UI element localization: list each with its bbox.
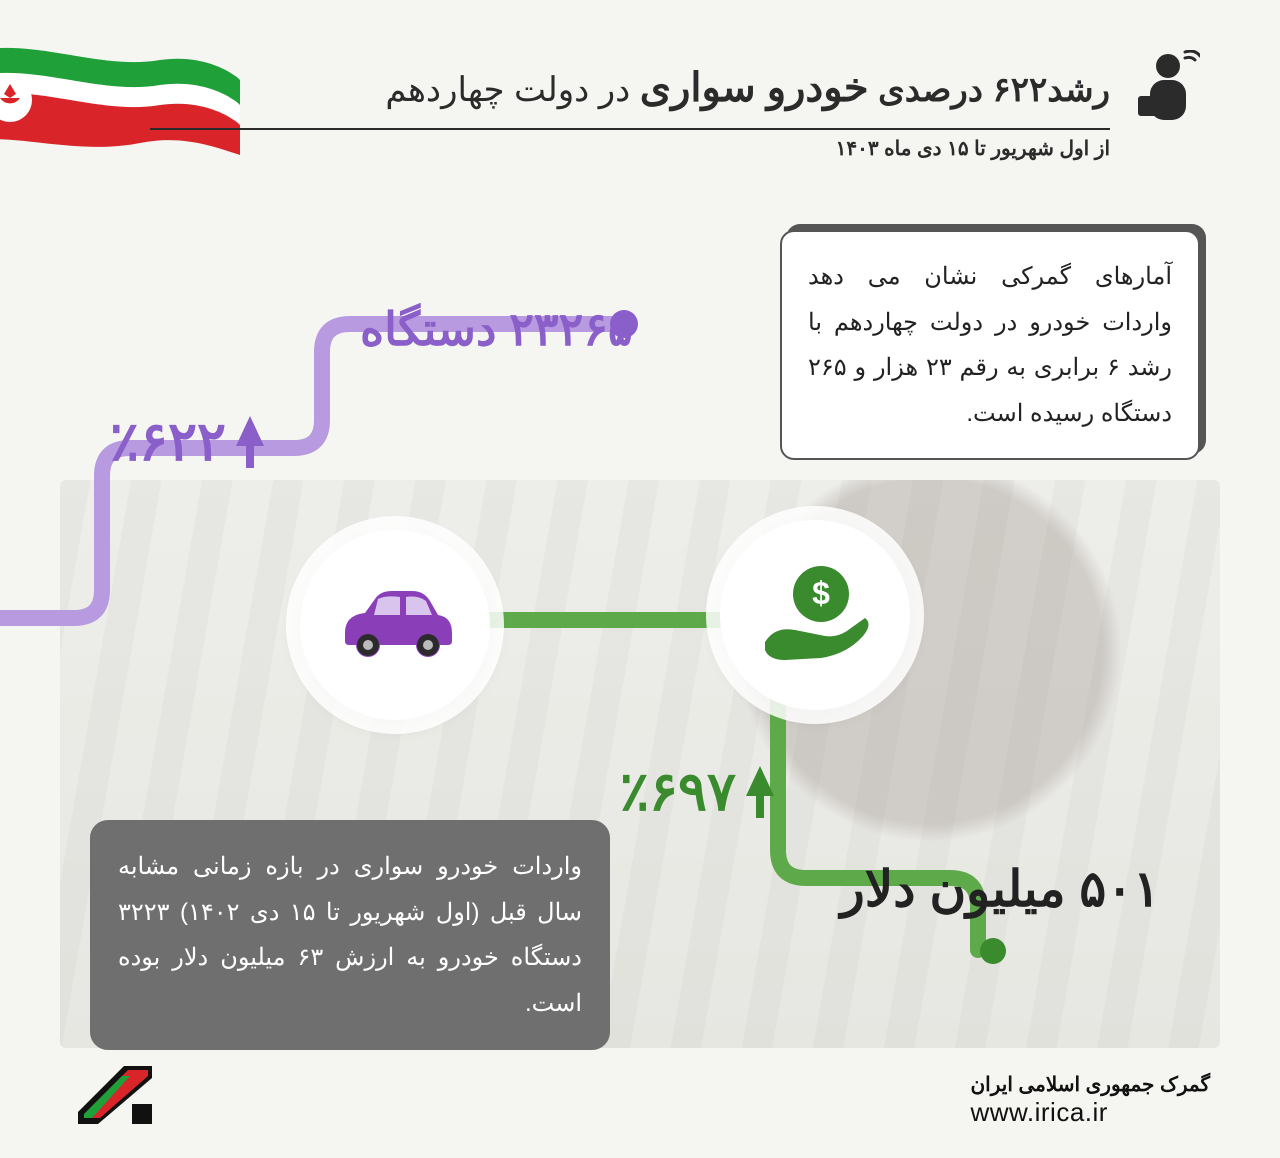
title-prefix: رشد۶۲۲ درصدی xyxy=(878,71,1110,109)
growth-purple-value: ٪۶۲۲ xyxy=(110,410,226,473)
dollar-value-stat: ۵۰۱ میلیون دلار xyxy=(841,860,1160,918)
org-name: گمرک جمهوری اسلامی ایران xyxy=(970,1072,1210,1097)
summary-text: آمارهای گمرکی نشان می دهد واردات خودرو د… xyxy=(808,263,1172,427)
comparison-text: واردات خودرو سواری در بازه زمانی مشابه س… xyxy=(118,853,582,1017)
footer: گمرک جمهوری اسلامی ایران www.irica.ir xyxy=(70,1058,1210,1128)
summary-box: آمارهای گمرکی نشان می دهد واردات خودرو د… xyxy=(780,230,1200,460)
green-path-dot xyxy=(980,938,1006,964)
footer-text: گمرک جمهوری اسلامی ایران www.irica.ir xyxy=(970,1072,1210,1128)
reporter-icon xyxy=(1130,50,1200,130)
infographic-canvas: رشد۶۲۲ درصدی خودرو سواری در دولت چهاردهم… xyxy=(0,0,1280,1158)
subtitle: از اول شهریور تا ۱۵ دی ماه ۱۴۰۳ xyxy=(150,136,1110,161)
page-title: رشد۶۲۲ درصدی خودرو سواری در دولت چهاردهم xyxy=(150,60,1110,116)
header: رشد۶۲۲ درصدی خودرو سواری در دولت چهاردهم… xyxy=(150,60,1200,161)
arrow-up-icon xyxy=(236,416,264,468)
growth-purple-stat: ٪۶۲۲ xyxy=(110,410,264,473)
title-bold: خودرو سواری xyxy=(640,66,869,110)
svg-text:$: $ xyxy=(812,575,830,611)
irica-logo-icon xyxy=(70,1058,160,1128)
growth-green-value: ٪۶۹۷ xyxy=(620,760,736,823)
units-stat: ۲۳۲۶۵ دستگاه xyxy=(360,302,633,356)
subtitle-bar: از اول شهریور تا ۱۵ دی ماه ۱۴۰۳ xyxy=(150,128,1110,161)
arrow-up-icon xyxy=(746,766,774,818)
money-hand-icon: $ xyxy=(755,560,875,670)
title-suffix: در دولت چهاردهم xyxy=(385,71,630,109)
comparison-box: واردات خودرو سواری در بازه زمانی مشابه س… xyxy=(90,820,610,1050)
car-icon xyxy=(330,585,460,665)
money-circle: $ xyxy=(720,520,910,710)
growth-green-stat: ٪۶۹۷ xyxy=(620,760,774,823)
car-circle xyxy=(300,530,490,720)
website-url: www.irica.ir xyxy=(970,1097,1210,1128)
